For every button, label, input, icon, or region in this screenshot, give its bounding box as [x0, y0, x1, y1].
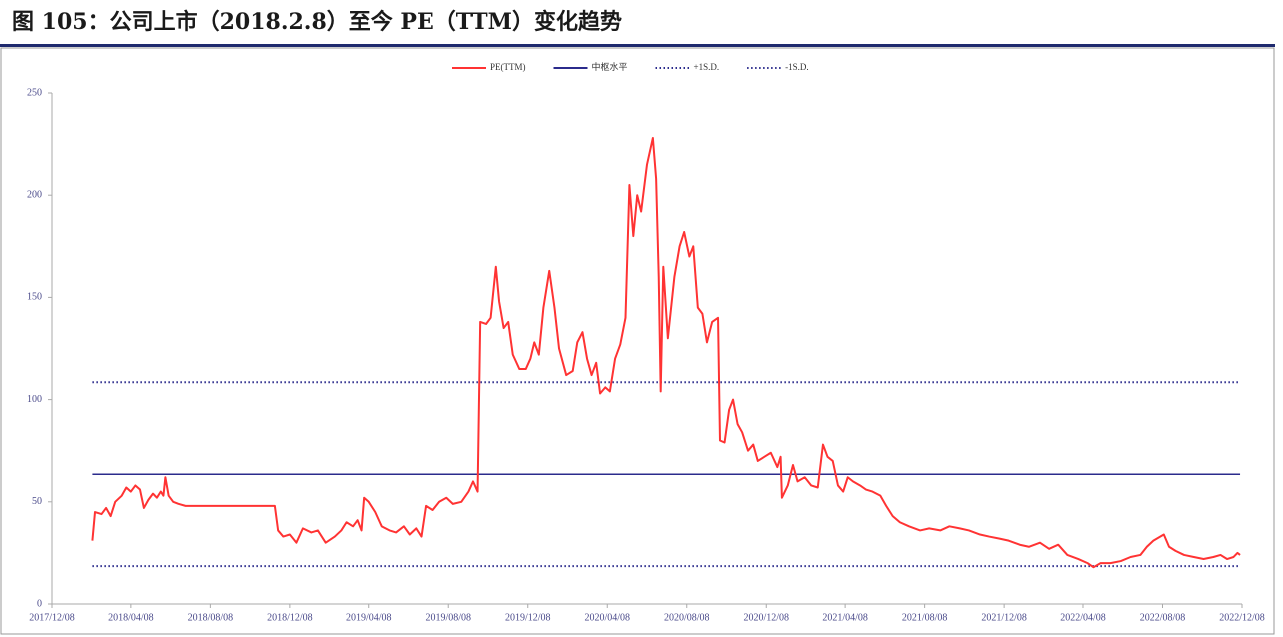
x-tick-label: 2017/12/08 [29, 612, 75, 623]
chart-frame [0, 47, 1275, 635]
x-tick-label: 2019/12/08 [505, 612, 551, 623]
x-tick-label: 2018/04/08 [108, 612, 154, 623]
x-tick-label: 2022/08/08 [1140, 612, 1186, 623]
x-tick-label: 2019/08/08 [425, 612, 471, 623]
y-tick-label: 0 [37, 598, 42, 609]
x-tick-label: 2022/12/08 [1219, 612, 1265, 623]
legend-label: +1S.D. [694, 62, 720, 72]
x-tick-label: 2021/04/08 [822, 612, 868, 623]
y-tick-label: 250 [27, 87, 42, 98]
legend-label: PE(TTM) [490, 62, 526, 72]
x-tick-label: 2018/08/08 [188, 612, 234, 623]
legend-label: -1S.D. [785, 62, 809, 72]
y-tick-label: 150 [27, 292, 42, 303]
x-tick-label: 2022/04/08 [1060, 612, 1106, 623]
y-tick-label: 50 [32, 496, 42, 507]
x-tick-label: 2019/04/08 [346, 612, 392, 623]
x-tick-label: 2020/12/08 [743, 612, 789, 623]
chart-title: 图 105：公司上市（2018.2.8）至今 PE（TTM）变化趋势 [12, 9, 623, 35]
x-tick-label: 2021/12/08 [981, 612, 1027, 623]
pe-line [91, 136, 1241, 569]
y-tick-label: 200 [27, 189, 42, 200]
x-tick-label: 2018/12/08 [267, 612, 313, 623]
legend-label: 中枢水平 [592, 61, 628, 72]
x-tick-label: 2020/08/08 [664, 612, 710, 623]
x-tick-label: 2020/04/08 [584, 612, 630, 623]
x-tick-label: 2021/08/08 [902, 612, 948, 623]
y-tick-label: 100 [27, 394, 42, 405]
title-rule [0, 44, 1275, 47]
